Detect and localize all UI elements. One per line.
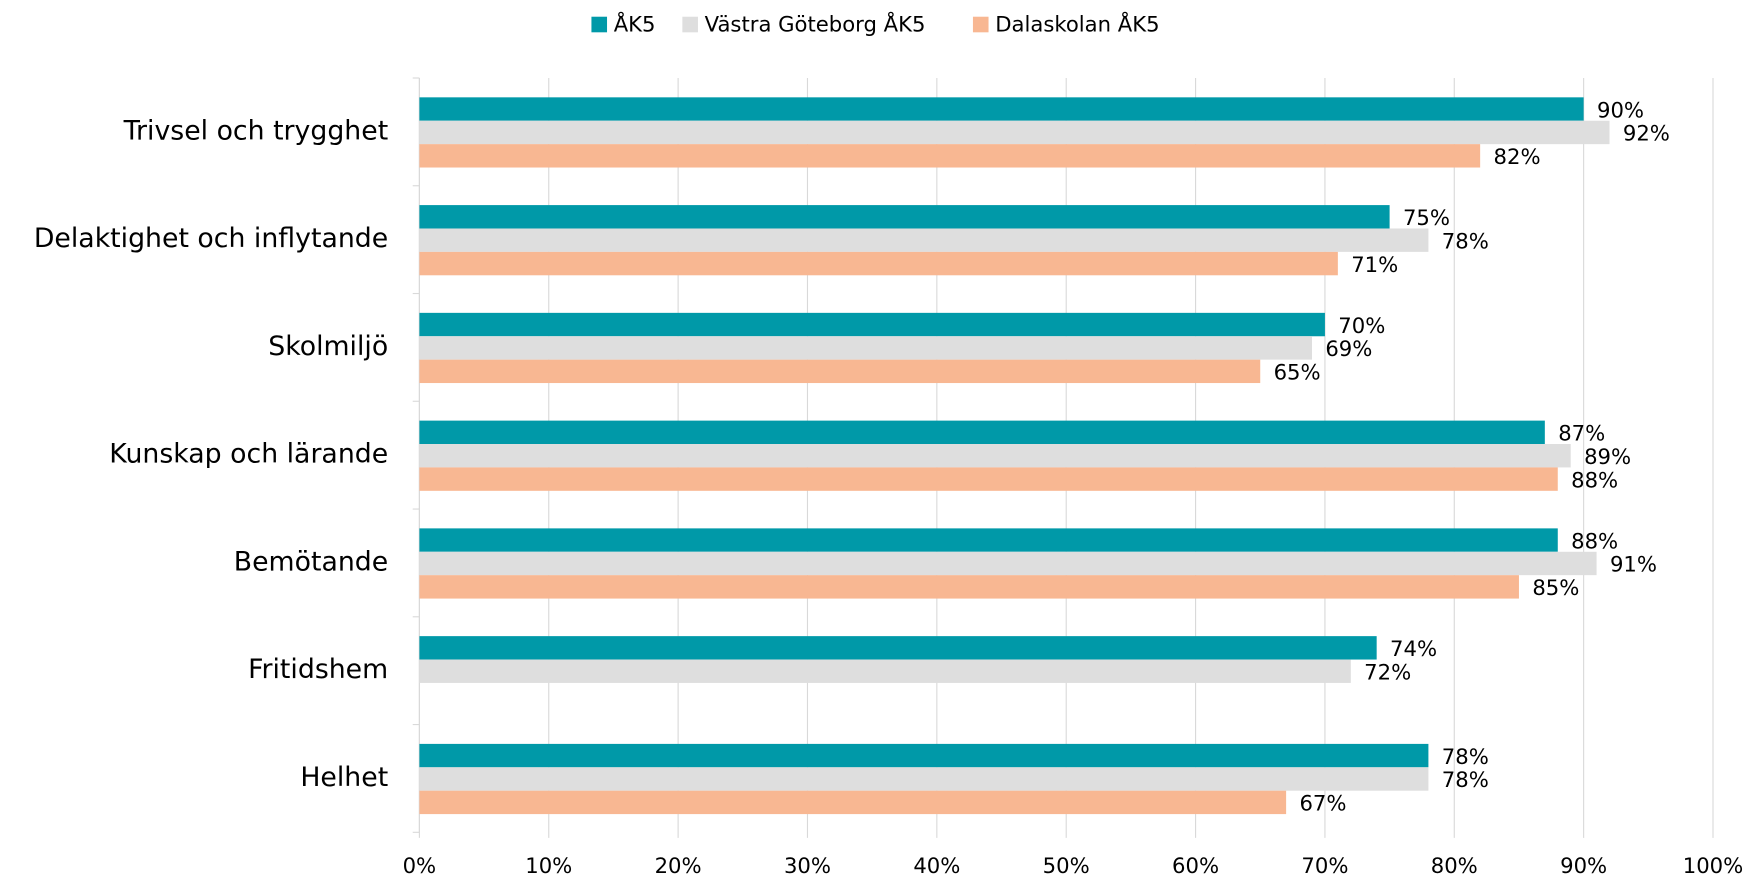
data-label: 69% bbox=[1325, 336, 1372, 361]
data-label: 78% bbox=[1442, 228, 1489, 253]
category-label: Kunskap och lärande bbox=[109, 439, 388, 470]
legend-swatch bbox=[591, 16, 608, 33]
data-label: 70% bbox=[1338, 313, 1385, 338]
bar bbox=[419, 312, 1325, 337]
bar bbox=[419, 144, 1481, 168]
legend-label: Västra Göteborg ÅK5 bbox=[705, 11, 926, 37]
bar bbox=[419, 575, 1519, 599]
data-label: 87% bbox=[1558, 421, 1605, 446]
bar bbox=[419, 767, 1429, 791]
data-label: 85% bbox=[1532, 575, 1579, 600]
bar bbox=[419, 97, 1584, 121]
x-tick-label: 30% bbox=[784, 853, 831, 878]
x-tick-label: 20% bbox=[655, 853, 702, 878]
x-tick-label: 60% bbox=[1172, 853, 1219, 878]
legend-label: ÅK5 bbox=[614, 11, 656, 37]
data-label: 88% bbox=[1571, 467, 1618, 492]
category-label: Bemötande bbox=[234, 546, 388, 577]
bar bbox=[419, 420, 1545, 445]
data-label: 91% bbox=[1610, 552, 1657, 577]
bar bbox=[419, 636, 1377, 660]
data-label: 71% bbox=[1351, 252, 1398, 277]
x-tick-label: 50% bbox=[1043, 853, 1090, 878]
x-tick-label: 10% bbox=[525, 853, 572, 878]
category-label: Fritidshem bbox=[248, 654, 388, 685]
x-tick-label: 90% bbox=[1560, 853, 1607, 878]
bar bbox=[419, 467, 1558, 491]
data-label: 90% bbox=[1597, 97, 1644, 122]
x-tick-label: 80% bbox=[1431, 853, 1478, 878]
data-label: 65% bbox=[1274, 360, 1321, 385]
x-tick-label: 70% bbox=[1301, 853, 1348, 878]
legend-swatch bbox=[972, 16, 989, 33]
bar bbox=[419, 251, 1338, 276]
bar bbox=[419, 551, 1597, 576]
data-label: 88% bbox=[1571, 528, 1618, 553]
legend-label: Dalaskolan ÅK5 bbox=[995, 11, 1159, 37]
x-tick-label: 0% bbox=[403, 853, 437, 878]
bar bbox=[419, 205, 1390, 229]
data-label: 74% bbox=[1390, 636, 1437, 661]
data-label: 92% bbox=[1623, 121, 1670, 146]
bar bbox=[419, 359, 1261, 384]
bar bbox=[419, 528, 1558, 552]
x-tick-label: 100% bbox=[1683, 853, 1743, 878]
bar bbox=[419, 743, 1429, 768]
data-label: 78% bbox=[1442, 744, 1489, 769]
category-label: Trivsel och trygghet bbox=[123, 115, 389, 146]
bar bbox=[419, 444, 1571, 468]
data-label: 67% bbox=[1299, 791, 1346, 816]
bar bbox=[419, 790, 1287, 815]
category-label: Delaktighet och inflytande bbox=[34, 223, 388, 254]
legend-swatch bbox=[682, 16, 698, 33]
x-tick-label: 40% bbox=[913, 853, 960, 878]
category-label: Helhet bbox=[300, 762, 388, 793]
data-label: 82% bbox=[1494, 144, 1541, 169]
data-label: 78% bbox=[1442, 767, 1489, 792]
category-label: Skolmiljö bbox=[268, 331, 388, 362]
bar bbox=[419, 120, 1610, 145]
data-label: 72% bbox=[1364, 659, 1411, 684]
bar bbox=[419, 336, 1312, 360]
bar bbox=[419, 659, 1351, 683]
data-label: 75% bbox=[1403, 205, 1450, 230]
data-label: 89% bbox=[1584, 444, 1631, 469]
bar bbox=[419, 228, 1429, 252]
